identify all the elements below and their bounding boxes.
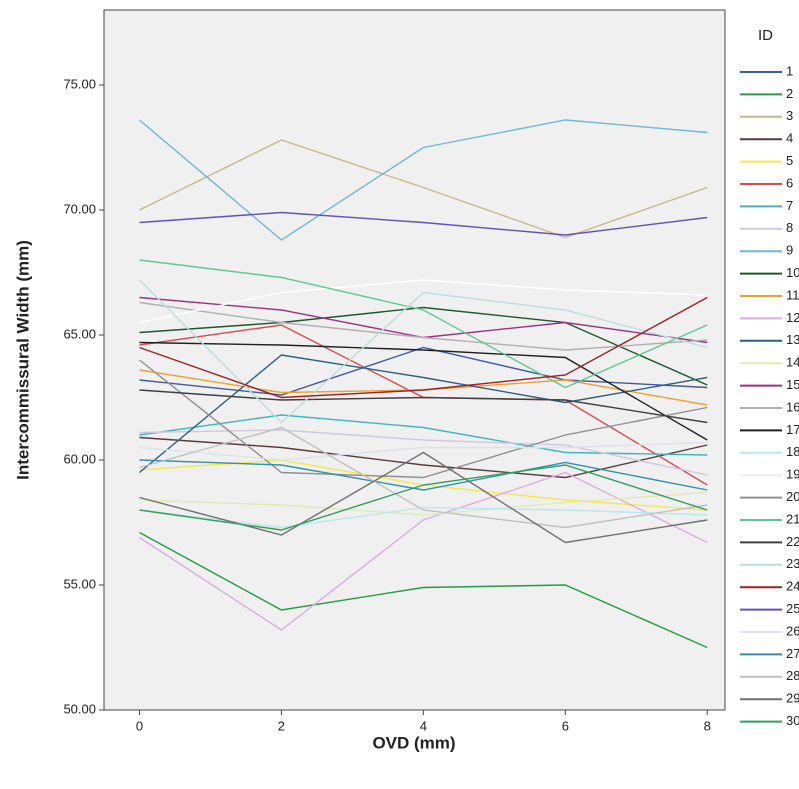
- series-line: [139, 426, 708, 529]
- series-line: [139, 464, 708, 531]
- legend-label: 26: [786, 623, 799, 638]
- legend-label: 9: [786, 243, 793, 258]
- x-tick-label: 0: [136, 718, 143, 733]
- series-line: [139, 459, 708, 491]
- series-line: [139, 506, 708, 529]
- y-axis-title: Intercommissural Width (mm): [13, 240, 32, 480]
- legend-label: 21: [786, 511, 799, 526]
- series-line: [139, 341, 708, 441]
- legend-label: 5: [786, 153, 793, 168]
- legend-label: 10: [786, 265, 799, 280]
- legend-label: 25: [786, 601, 799, 616]
- y-tick-label: 60.00: [63, 451, 96, 466]
- series-line: [139, 279, 708, 324]
- series-line: [139, 346, 708, 396]
- legend-label: 1: [786, 63, 793, 78]
- series-line: [139, 441, 708, 461]
- legend-label: 18: [786, 444, 799, 459]
- legend-label: 24: [786, 579, 799, 594]
- legend-label: 4: [786, 131, 793, 146]
- y-tick-label: 75.00: [63, 76, 96, 91]
- legend-label: 29: [786, 691, 799, 706]
- y-tick-label: 50.00: [63, 701, 96, 716]
- legend-label: 13: [786, 332, 799, 347]
- y-tick-label: 65.00: [63, 326, 96, 341]
- legend-label: 11: [786, 287, 799, 302]
- series-line: [139, 359, 708, 479]
- legend-label: 23: [786, 556, 799, 571]
- series-line: [139, 259, 708, 389]
- legend-label: 27: [786, 646, 799, 661]
- x-tick-label: 2: [278, 718, 285, 733]
- legend-label: 15: [786, 377, 799, 392]
- legend-label: 2: [786, 86, 793, 101]
- series-line: [139, 139, 708, 239]
- series-line: [139, 451, 708, 544]
- series-line: [139, 436, 708, 479]
- series-line: [138, 279, 708, 424]
- series-line: [139, 354, 708, 474]
- plot-area: [103, 9, 726, 711]
- series-line: [139, 471, 708, 631]
- series-line: [139, 531, 708, 649]
- legend-label: 14: [786, 355, 799, 370]
- x-axis-title: OVD (mm): [372, 733, 455, 752]
- legend-label: 22: [786, 534, 799, 549]
- series-line: [139, 389, 708, 424]
- x-tick-label: 4: [420, 718, 427, 733]
- series-line: [139, 306, 708, 386]
- y-tick-label: 55.00: [63, 576, 96, 591]
- legend-label: 8: [786, 220, 793, 235]
- legend-label: 6: [786, 175, 793, 190]
- legend-label: 16: [786, 399, 799, 414]
- legend-label: 19: [786, 467, 799, 482]
- x-tick-label: 8: [704, 718, 711, 733]
- legend-label: 7: [786, 198, 793, 213]
- legend-label: 12: [786, 310, 799, 325]
- legend-title: ID: [758, 27, 773, 44]
- legend-label: 30: [786, 713, 799, 728]
- series-line: [139, 491, 708, 516]
- series-line: [139, 211, 708, 236]
- legend-label: 3: [786, 108, 793, 123]
- series-line: [139, 414, 708, 456]
- y-tick-label: 70.00: [63, 201, 96, 216]
- series-line: [139, 119, 708, 241]
- series-line: [139, 296, 708, 399]
- x-tick-label: 6: [562, 718, 569, 733]
- series-line: [139, 301, 708, 351]
- series-line: [139, 429, 708, 476]
- legend-label: 28: [786, 668, 799, 683]
- legend-label: 20: [786, 489, 799, 504]
- legend-label: 17: [786, 422, 799, 437]
